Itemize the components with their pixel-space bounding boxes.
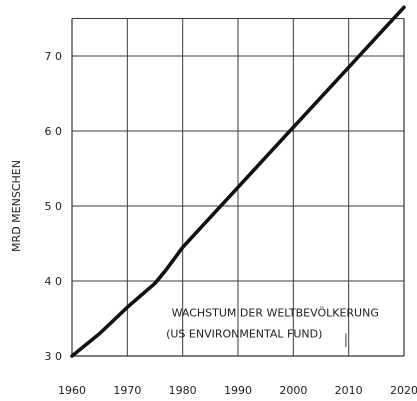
y-tick-label: 7 0 <box>45 50 63 63</box>
population-series-line <box>70 5 406 358</box>
x-tick-label: 1960 <box>58 384 86 397</box>
y-tick-label: 6 0 <box>45 125 63 138</box>
x-tick-label: 1990 <box>224 384 252 397</box>
x-tick-label: 2010 <box>335 384 363 397</box>
chart-annotation: (US ENVIRONMENTAL FUND) <box>166 327 322 340</box>
x-tick-label: 1970 <box>113 384 141 397</box>
y-tick-label: 4 0 <box>45 275 63 288</box>
y-tick-label: 5 0 <box>45 200 63 213</box>
grid-lines <box>71 18 405 357</box>
x-tick-label: 1980 <box>169 384 197 397</box>
y-tick-label: 3 0 <box>45 350 63 363</box>
chart-annotation: WACHSTUM DER WELTBEVÖLKERUNG <box>172 306 379 319</box>
y-axis-ticks: 3 0 4 0 5 0 6 0 7 0 <box>45 50 63 363</box>
x-tick-label: 2020 <box>390 384 417 397</box>
x-tick-label: 2000 <box>279 384 307 397</box>
chart-annotations: WACHSTUM DER WELTBEVÖLKERUNG (US ENVIRONM… <box>166 306 379 347</box>
y-axis-label: MRD MENSCHEN <box>10 160 23 252</box>
x-axis-ticks: 1960 1970 1980 1990 2000 2010 2020 <box>58 384 417 397</box>
